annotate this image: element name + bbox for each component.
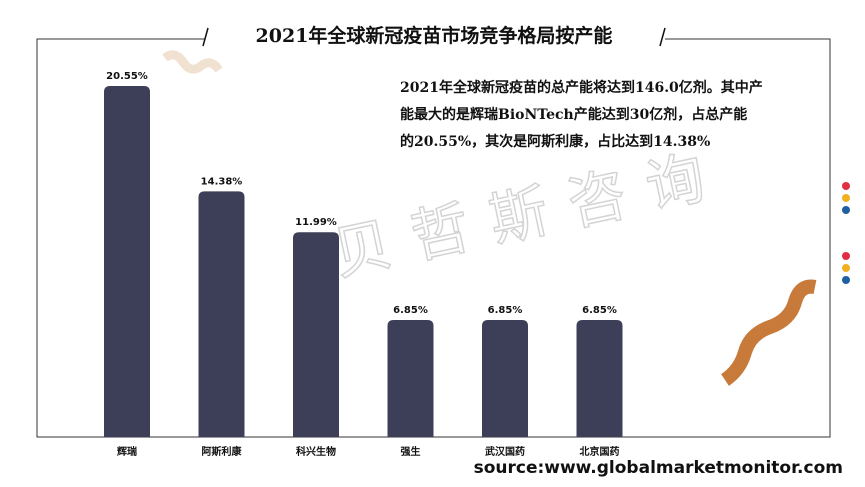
x-tick-label: 科兴生物 <box>296 445 336 458</box>
value-label: 11.99% <box>295 217 337 228</box>
bar <box>104 86 150 437</box>
bar <box>387 320 434 437</box>
ribbon <box>720 279 817 386</box>
dot <box>842 182 850 190</box>
x-tick-label: 辉瑞 <box>117 445 137 458</box>
dot <box>842 252 850 260</box>
dot <box>842 276 850 284</box>
source: source:www.globalmarketmonitor.com <box>474 458 843 478</box>
value-label: 14.38% <box>201 176 243 187</box>
annotation: 的20.55%，其次是阿斯利康，占比达到14.38% <box>400 133 710 150</box>
x-tick-label: 北京国药 <box>580 445 620 458</box>
x-tick-label: 阿斯利康 <box>202 445 243 458</box>
value-label: 6.85% <box>393 305 428 316</box>
bar <box>482 320 528 437</box>
annotation: 能最大的是辉瑞BioNTech产能达到30亿剂，占总产能 <box>400 106 747 123</box>
annotation: 2021年全球新冠疫苗的总产能将达到146.0亿剂。其中产 <box>400 79 763 96</box>
dot <box>842 206 850 214</box>
x-tick-label: 武汉国药 <box>485 445 525 458</box>
dot <box>842 264 850 272</box>
x-tick-label: 强生 <box>401 445 421 458</box>
bar <box>576 320 623 437</box>
dot <box>842 194 850 202</box>
value-label: 6.85% <box>582 305 617 316</box>
value-label: 6.85% <box>488 305 523 316</box>
chart-title: 2021年全球新冠疫苗市场竞争格局按产能 <box>256 24 613 47</box>
ribbon-faded <box>162 50 223 74</box>
decoration <box>162 50 850 386</box>
bar <box>198 191 245 437</box>
title-slash <box>202 27 209 47</box>
title-background <box>205 22 665 52</box>
value-label: 20.55% <box>106 71 148 82</box>
bar <box>293 232 339 437</box>
title-slash <box>659 27 666 47</box>
